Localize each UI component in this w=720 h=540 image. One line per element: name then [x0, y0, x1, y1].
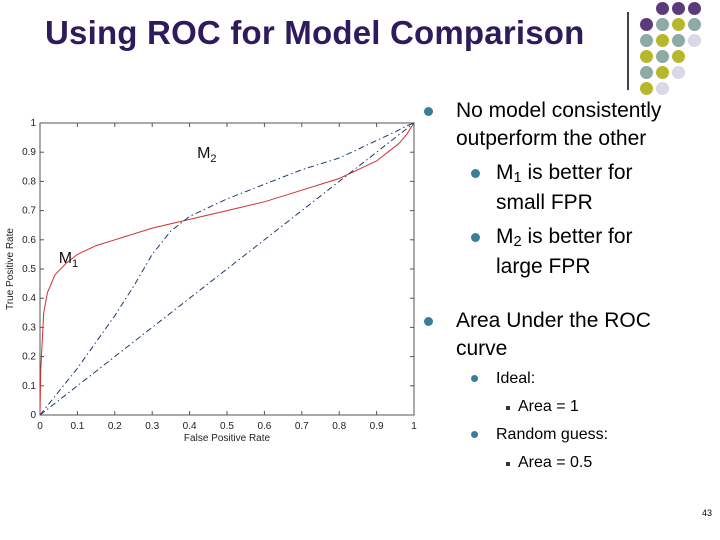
decorative-dot	[656, 18, 669, 31]
bullet-marker	[471, 233, 480, 242]
page-number: 43	[701, 508, 712, 518]
model-name: M	[496, 161, 514, 184]
random-label: Random guess:	[496, 426, 609, 443]
decorative-dot	[640, 34, 653, 47]
sub-bullet-m1-line2: small FPR	[496, 191, 593, 214]
model-text: is better for	[521, 225, 633, 248]
y-tick-label: 1	[30, 118, 36, 129]
x-tick-label: 1	[411, 421, 417, 432]
model-subscript: 1	[513, 170, 522, 186]
bullet-marker	[424, 317, 433, 326]
y-tick-label: 0	[30, 410, 36, 421]
slide-title: Using ROC for Model Comparison	[45, 14, 585, 51]
decorative-dot	[656, 50, 669, 63]
decorative-dot	[688, 2, 701, 15]
decorative-dot	[672, 50, 685, 63]
model-name: M	[496, 225, 514, 248]
decorative-dot	[688, 34, 701, 47]
bullet-marker	[471, 431, 478, 438]
x-tick-label: 0	[37, 421, 43, 432]
y-tick-label: 0.6	[22, 235, 36, 246]
y-tick-label: 0.2	[22, 352, 36, 363]
x-tick-label: 0.3	[145, 421, 159, 432]
decorative-dot	[640, 50, 653, 63]
decorative-dot	[672, 18, 685, 31]
x-tick-label: 0.8	[332, 421, 346, 432]
bullet-1-line2: outperform the other	[456, 127, 647, 150]
bullet-marker	[471, 169, 480, 178]
series-line-1	[39, 122, 415, 416]
y-tick-label: 0.7	[22, 206, 36, 217]
square-marker	[506, 406, 510, 410]
y-tick-label: 0.3	[22, 322, 36, 333]
decorative-dot	[656, 2, 669, 15]
sub-bullet-m1-line1: M1 is better for	[496, 158, 633, 193]
decorative-dot	[640, 66, 653, 79]
decorative-dot	[688, 18, 701, 31]
decorative-dot	[672, 2, 685, 15]
bullet-marker	[424, 107, 433, 116]
model-annotation-1: M2	[197, 145, 216, 165]
x-tick-label: 0.1	[70, 421, 84, 432]
random-area: Area = 0.5	[518, 454, 593, 471]
y-tick-label: 0.8	[22, 176, 36, 187]
y-tick-label: 0.9	[22, 147, 36, 158]
x-tick-label: 0.2	[108, 421, 122, 432]
x-tick-label: 0.5	[220, 421, 234, 432]
decorative-dot	[656, 66, 669, 79]
decorative-dot	[640, 18, 653, 31]
series-line-3	[39, 122, 415, 416]
bullet-2-line1: Area Under the ROC	[456, 309, 651, 332]
x-tick-label: 0.7	[295, 421, 309, 432]
bullet-2-line2: curve	[456, 337, 508, 360]
model-subscript: 2	[513, 234, 522, 250]
series-line-2	[39, 122, 415, 416]
decorative-dot	[672, 66, 685, 79]
title-divider	[627, 12, 629, 90]
model-annotation-2: M1	[59, 250, 78, 270]
decorative-dot	[672, 34, 685, 47]
sub-bullet-m2-line1: M2 is better for	[496, 222, 633, 257]
decorative-dot	[656, 82, 669, 95]
model-text: is better for	[521, 161, 633, 184]
roc-chart: 0 0.1 0.2 0.3 0.4 0.5 0.6 0.7 0.8 0.9 1 0 0.1 0.2 0.3 0…	[5, 118, 417, 444]
bullet-1-line1: No model consistently	[456, 99, 662, 122]
y-axis-label: True Positive Rate	[5, 228, 16, 310]
sub-bullet-m2-line2: large FPR	[496, 255, 591, 278]
x-axis-label: False Positive Rate	[184, 433, 271, 444]
x-tick-label: 0.4	[183, 421, 197, 432]
x-tick-label: 0.9	[370, 421, 384, 432]
square-marker	[506, 462, 510, 466]
decorative-dot	[640, 82, 653, 95]
y-tick-label: 0.4	[22, 293, 36, 304]
x-tick-label: 0.6	[257, 421, 271, 432]
ideal-label: Ideal:	[496, 370, 536, 387]
y-tick-label: 0.1	[22, 381, 36, 392]
bullet-marker	[471, 375, 478, 382]
y-tick-label: 0.5	[22, 264, 36, 275]
ideal-area: Area = 1	[518, 398, 579, 415]
decorative-dot	[656, 34, 669, 47]
